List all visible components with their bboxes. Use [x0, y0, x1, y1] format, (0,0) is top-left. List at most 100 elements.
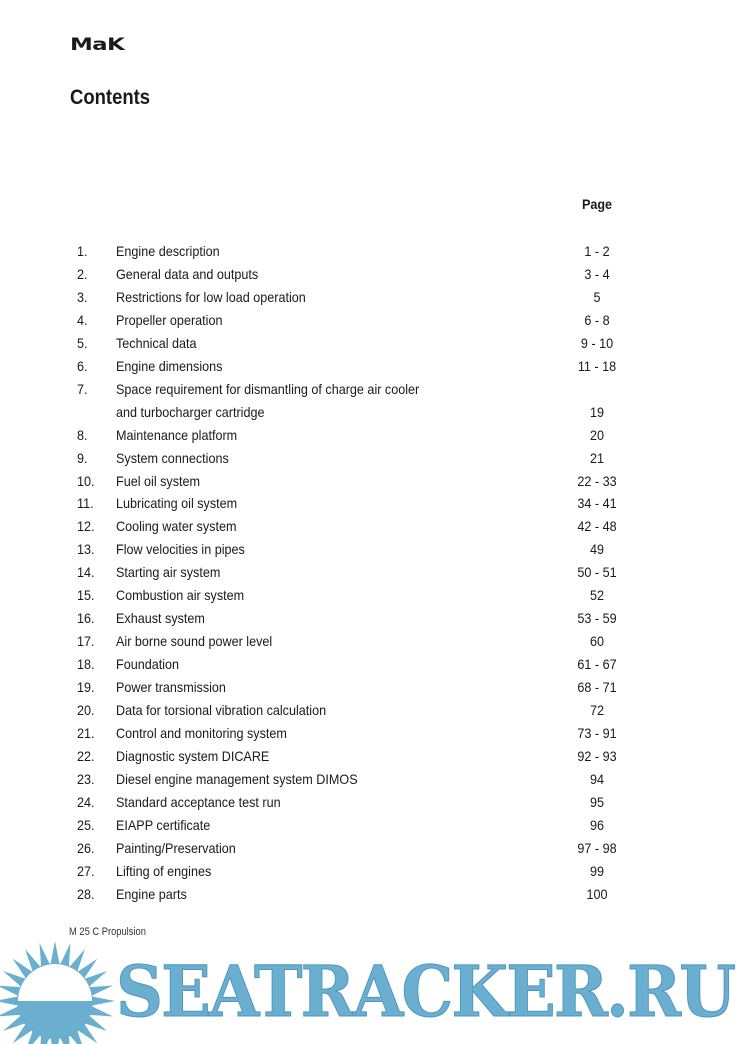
toc-entry: 11. Lubricating oil system 34 - 41: [0, 494, 738, 512]
toc-entry: 22. Diagnostic system DICARE 92 - 93: [0, 747, 738, 765]
entry-number: 4.: [77, 311, 88, 328]
entry-title: and turbocharger cartridge: [116, 403, 265, 420]
entry-number: 15.: [77, 587, 95, 604]
entry-number: 14.: [77, 564, 95, 581]
entry-page: 68 - 71: [577, 679, 617, 696]
entry-title: Exhaust system: [116, 610, 205, 627]
entry-title: Power transmission: [116, 679, 226, 696]
entry-title: Engine parts: [116, 885, 187, 902]
entry-number: 6.: [77, 357, 88, 374]
entry-page: 61 - 67: [577, 656, 617, 673]
entry-page: 92 - 93: [577, 747, 617, 764]
entry-number: 8.: [77, 426, 88, 443]
footer-text: M 25 C Propulsion: [69, 926, 146, 938]
toc-entry: 19. Power transmission 68 - 71: [0, 678, 738, 696]
entry-page: 42 - 48: [577, 518, 617, 535]
entry-title: Fuel oil system: [116, 472, 201, 489]
entry-title: Standard acceptance test run: [116, 793, 281, 810]
entry-title: Lifting of engines: [116, 862, 212, 879]
toc-entry: 8. Maintenance platform 20: [0, 426, 738, 444]
entry-page: 73 - 91: [577, 724, 617, 741]
entry-number: 12.: [77, 518, 95, 535]
entry-number: 25.: [77, 816, 95, 833]
entry-title: Starting air system: [116, 564, 221, 581]
page-title: Contents: [70, 86, 151, 109]
mak-logo: MaK: [70, 35, 125, 55]
entry-page: 5: [593, 288, 601, 305]
entry-title: Engine dimensions: [116, 357, 223, 374]
entry-page: 20: [589, 426, 605, 443]
entry-number: 26.: [77, 839, 95, 856]
entry-number: 17.: [77, 633, 95, 650]
toc-entry: 10. Fuel oil system 22 - 33: [0, 472, 738, 490]
toc-entry: and turbocharger cartridge 19: [0, 403, 738, 421]
entry-title: Painting/Preservation: [116, 839, 236, 856]
entry-title: Diagnostic system DICARE: [116, 747, 270, 764]
entry-title: Control and monitoring system: [116, 724, 287, 741]
entry-page: 9 - 10: [580, 334, 614, 351]
toc-entry: 13. Flow velocities in pipes 49: [0, 540, 738, 558]
entry-page: 6 - 8: [584, 311, 610, 328]
entry-title: Data for torsional vibration calculation: [116, 702, 327, 718]
entry-number: 22.: [77, 747, 95, 764]
entry-number: 5.: [77, 334, 88, 351]
entry-number: 2.: [77, 265, 88, 282]
toc-entry: 2. General data and outputs 3 - 4: [0, 265, 738, 283]
toc-entry: 21. Control and monitoring system 73 - 91: [0, 724, 738, 742]
entry-title: General data and outputs: [116, 265, 259, 282]
entry-number: 28.: [77, 885, 95, 902]
entry-page: 60: [589, 633, 605, 650]
entry-number: 23.: [77, 770, 95, 787]
entry-title: Restrictions for low load operation: [116, 288, 306, 305]
entry-title: Diesel engine management system DIMOS: [116, 770, 358, 787]
entry-number: 24.: [77, 793, 95, 810]
entry-page: 96: [589, 816, 605, 833]
entry-title: Space requirement for dismantling of cha…: [116, 380, 420, 397]
toc-entry: 17. Air borne sound power level 60: [0, 632, 738, 650]
entry-title: Combustion air system: [116, 587, 245, 604]
entry-number: 16.: [77, 610, 95, 627]
toc-entry: 9. System connections 21: [0, 449, 738, 467]
entry-number: 21.: [77, 724, 95, 741]
toc-entry: 7. Space requirement for dismantling of c…: [0, 380, 738, 398]
entry-page: 52: [589, 587, 605, 604]
toc-entry: 18. Foundation 61 - 67: [0, 655, 738, 673]
entry-title: Cooling water system: [116, 518, 237, 535]
entry-page: 53 - 59: [577, 610, 617, 627]
toc-entry: 1. Engine description 1 - 2: [0, 242, 738, 260]
entry-page: 22 - 33: [577, 472, 617, 489]
entry-number: 13.: [77, 541, 95, 558]
entry-number: 18.: [77, 656, 95, 673]
toc-entry: 14. Starting air system 50 - 51: [0, 563, 738, 581]
toc-entry: 25. EIAPP certificate 96: [0, 816, 738, 834]
toc-entry: 26. Painting/Preservation 97 - 98: [0, 839, 738, 857]
entry-title: Air borne sound power level: [116, 633, 273, 650]
entry-title: Flow velocities in pipes: [116, 541, 245, 558]
entry-page: 99: [589, 862, 605, 879]
page-column-header: Page: [581, 196, 613, 212]
entry-page: 97 - 98: [577, 839, 617, 856]
entry-title: Maintenance platform: [116, 426, 238, 443]
entry-page: 50 - 51: [577, 564, 617, 581]
entry-title: System connections: [116, 449, 229, 466]
watermark-text: SEATRACKER.RU: [116, 950, 737, 1033]
toc-entry: 28. Engine parts 100: [0, 885, 738, 903]
entry-title: Propeller operation: [116, 311, 223, 328]
entry-page: 95: [589, 793, 605, 810]
entry-title: Foundation: [116, 656, 180, 673]
toc-entry: 4. Propeller operation 6 - 8: [0, 311, 738, 329]
entry-page: 3 - 4: [584, 265, 610, 282]
toc-entry: 27. Lifting of engines 99: [0, 862, 738, 880]
entry-title: EIAPP certificate: [116, 816, 211, 833]
toc-entry: 6. Engine dimensions 11 - 18: [0, 357, 738, 375]
entry-number: 11.: [77, 495, 94, 512]
toc-entry: 5. Technical data 9 - 10: [0, 334, 738, 352]
entry-number: 27.: [77, 862, 95, 879]
toc-entry: 16. Exhaust system 53 - 59: [0, 609, 738, 627]
entry-number: 7.: [77, 380, 88, 397]
toc-entry: 15. Combustion air system 52: [0, 586, 738, 604]
entry-page: 94: [589, 770, 605, 787]
entry-page: 11 - 18: [577, 357, 617, 374]
entry-number: 19.: [77, 679, 95, 696]
toc-entry: 20. Data for torsional vibration calculat…: [0, 701, 738, 719]
